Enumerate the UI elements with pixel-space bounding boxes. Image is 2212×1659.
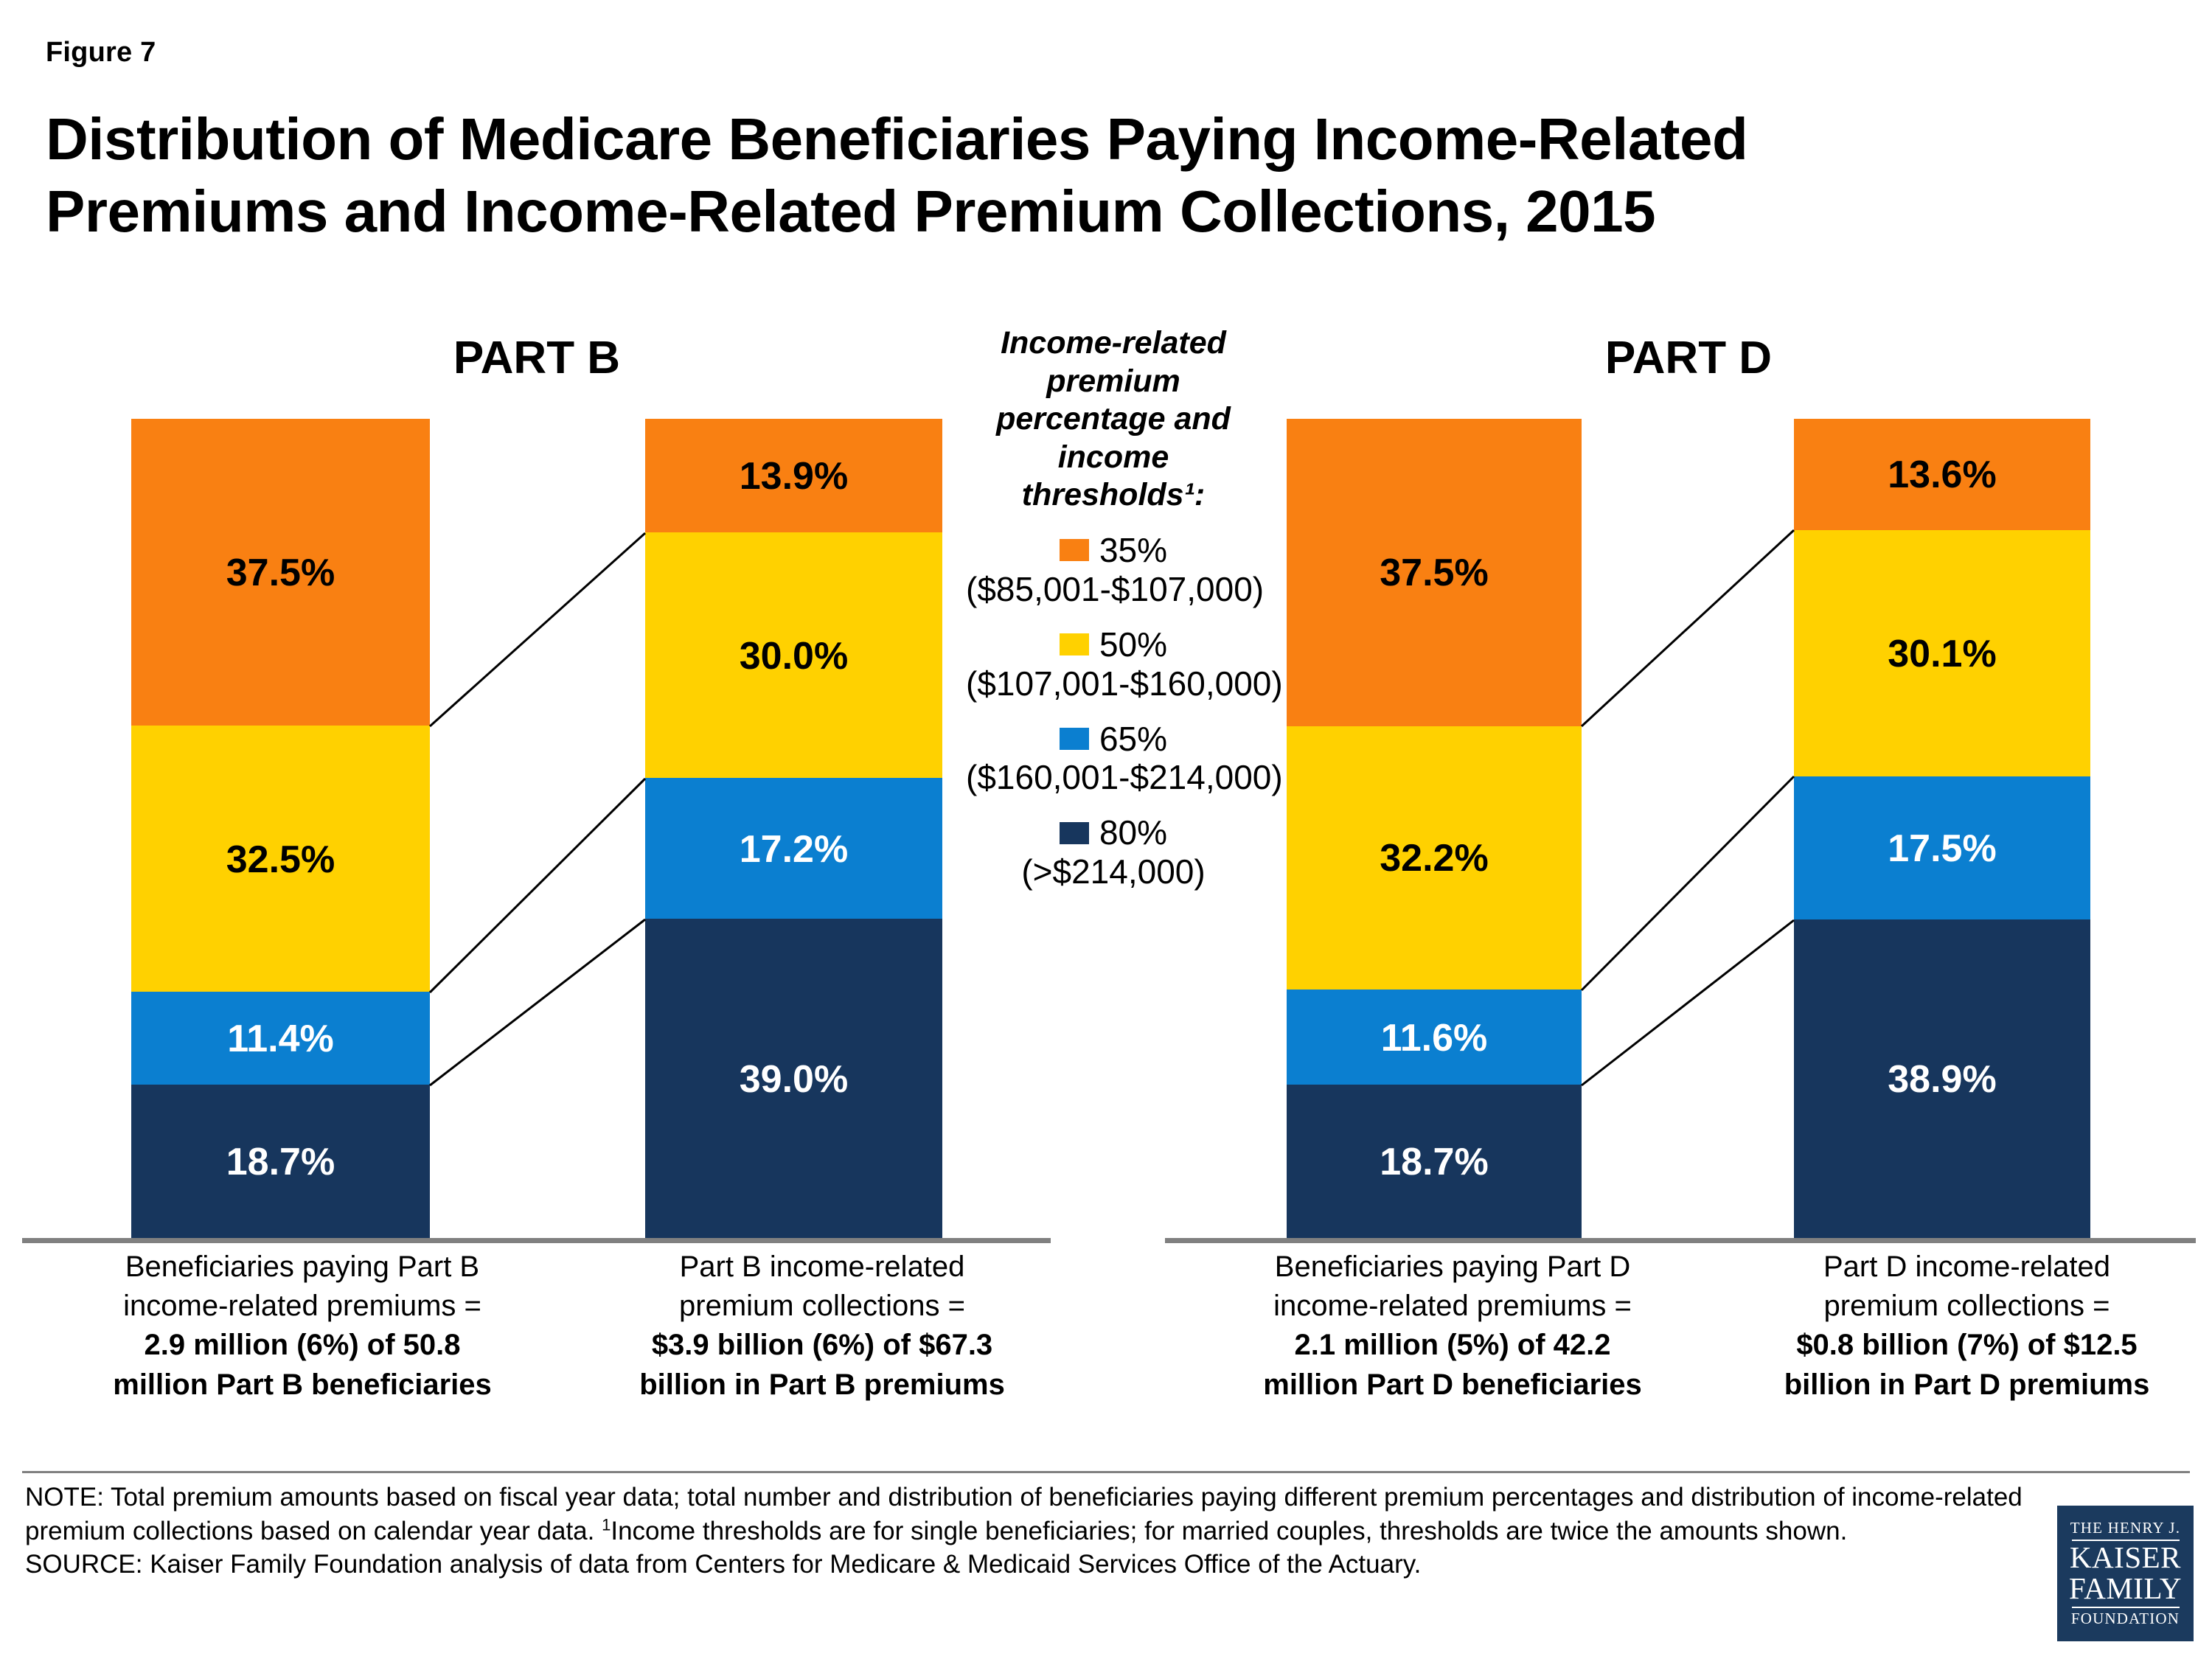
caption-part-b-collections: Part B income-related premium collection… (590, 1248, 1054, 1405)
bar-segment-value: 32.5% (226, 838, 335, 881)
bar-segment-value: 17.5% (1888, 827, 1997, 871)
bar-segment: 13.9% (645, 419, 942, 533)
bar-segment: 30.0% (645, 532, 942, 779)
legend-percent-label: 35% (1099, 530, 1168, 569)
caption-line: 2.9 million (6%) of 50.8 (144, 1329, 461, 1362)
legend-percent-label: 80% (1099, 813, 1168, 852)
caption-line: income-related premiums = (1273, 1290, 1632, 1323)
bar-segment-value: 30.0% (739, 634, 849, 678)
source-text: SOURCE: Kaiser Family Foundation analysi… (25, 1550, 1422, 1579)
caption-line: income-related premiums = (123, 1290, 481, 1323)
bar-segment-value: 13.6% (1888, 453, 1997, 497)
figure-label: Figure 7 (46, 37, 156, 68)
bar-segment: 38.9% (1794, 919, 2090, 1238)
logo-line-3: FAMILY (2068, 1571, 2183, 1605)
bar-segment: 30.1% (1794, 529, 2090, 777)
caption-line: premium collections = (679, 1290, 965, 1323)
axis-line-part-d (1165, 1238, 2196, 1243)
stacked-bar: 37.5% 32.5% 11.4% 18.7% (131, 419, 430, 1238)
bar-segment-value: 18.7% (1380, 1141, 1489, 1184)
bar-segment-value: 13.9% (739, 455, 849, 498)
bar-segment-value: 32.2% (1380, 837, 1489, 880)
caption-line: Beneficiaries paying Part B (125, 1251, 480, 1283)
stacked-bar: 13.6% 30.1% 17.5% 38.9% (1794, 419, 2090, 1238)
bar-segment: 18.7% (1287, 1085, 1582, 1238)
caption-line: billion in Part B premiums (639, 1368, 1005, 1401)
caption-line: Part D income-related (1823, 1251, 2111, 1283)
caption-part-d-collections: Part D income-related premium collection… (1736, 1248, 2197, 1405)
caption-line: premium collections = (1823, 1290, 2110, 1323)
footnote-block: NOTE: Total premium amounts based on fis… (25, 1481, 2038, 1582)
bar-segment-value: 39.0% (739, 1057, 849, 1101)
bar-segment-value: 11.4% (227, 1018, 334, 1061)
stacked-bar: 37.5% 32.2% 11.6% 18.7% (1287, 419, 1582, 1238)
legend-swatch (1059, 539, 1089, 562)
caption-line: million Part D beneficiaries (1263, 1368, 1642, 1401)
bar-segment: 11.6% (1287, 990, 1582, 1085)
legend-range-label: ($160,001-$214,000) (966, 758, 1283, 797)
caption-part-b-beneficiaries: Beneficiaries paying Part B income-relat… (22, 1248, 582, 1405)
bar-segment: 37.5% (131, 419, 430, 726)
bar-segment-value: 37.5% (1380, 552, 1489, 595)
caption-line: 2.1 million (5%) of 42.2 (1294, 1329, 1611, 1362)
kaiser-family-foundation-logo: THE HENRY J. KAISER FAMILY FOUNDATION (2057, 1506, 2194, 1641)
bar-segment-value: 11.6% (1380, 1016, 1488, 1060)
legend-swatch (1059, 821, 1089, 844)
legend-swatch (1059, 633, 1089, 656)
caption-part-d-beneficiaries: Beneficiaries paying Part D income-relat… (1176, 1248, 1729, 1405)
bar-segment-value: 37.5% (226, 552, 335, 595)
caption-line: $3.9 billion (6%) of $67.3 (651, 1329, 993, 1362)
axis-line-part-b (22, 1238, 1051, 1243)
caption-line: billion in Part D premiums (1784, 1368, 2150, 1401)
caption-line: $0.8 billion (7%) of $12.5 (1796, 1329, 2138, 1362)
caption-line: million Part B beneficiaries (113, 1368, 492, 1401)
legend-title: Income-related premium percentage and in… (996, 325, 1231, 513)
legend-item: 80% (>$214,000) (966, 813, 1261, 891)
caption-line: Beneficiaries paying Part D (1274, 1251, 1631, 1283)
bar-segment: 32.5% (131, 726, 430, 992)
legend-items: 35% ($85,001-$107,000) 50% ($107,001-$160,0… (966, 530, 1283, 891)
bar-segment: 11.4% (131, 991, 430, 1085)
legend-percent-label: 65% (1099, 719, 1168, 758)
logo-line-1: THE HENRY J. (2070, 1519, 2181, 1537)
logo-rule-top (2071, 1540, 2180, 1542)
bar-segment-value: 30.1% (1888, 632, 1997, 675)
bar-segment: 17.5% (1794, 776, 2090, 920)
legend-item: 50% ($107,001-$160,000) (966, 625, 1283, 703)
bar-segment: 32.2% (1287, 726, 1582, 990)
chart-legend: Income-related premium percentage and in… (966, 324, 1283, 891)
stacked-bar: 13.9% 30.0% 17.2% 39.0% (645, 419, 942, 1238)
logo-line-4: FOUNDATION (2070, 1609, 2180, 1627)
logo-line-2: KAISER (2069, 1540, 2182, 1575)
bar-segment-value: 18.7% (226, 1141, 335, 1184)
note-text: NOTE: Total premium amounts based on fis… (25, 1483, 2023, 1545)
legend-range-label: (>$214,000) (1021, 852, 1206, 891)
page-title: Distribution of Medicare Beneficiaries P… (46, 106, 1748, 244)
panel-heading-part-b: PART B (453, 333, 621, 383)
legend-range-label: ($107,001-$160,000) (966, 664, 1283, 703)
caption-line: Part B income-related (679, 1251, 965, 1283)
footer-divider (22, 1471, 2190, 1473)
logo-rule-bottom (2071, 1606, 2180, 1608)
panel-heading-part-d: PART D (1604, 333, 1773, 383)
legend-percent-label: 50% (1099, 625, 1168, 664)
bar-segment-value: 17.2% (739, 827, 849, 871)
bar-segment: 39.0% (645, 919, 942, 1238)
legend-item: 65% ($160,001-$214,000) (966, 719, 1283, 798)
legend-range-label: ($85,001-$107,000) (966, 569, 1265, 608)
legend-swatch (1059, 727, 1089, 750)
legend-item: 35% ($85,001-$107,000) (966, 530, 1265, 609)
bar-segment: 37.5% (1287, 419, 1582, 726)
bar-segment: 13.6% (1794, 419, 2090, 530)
bar-segment-value: 38.9% (1888, 1058, 1997, 1102)
bar-segment: 18.7% (131, 1085, 430, 1238)
bar-segment: 17.2% (645, 778, 942, 919)
